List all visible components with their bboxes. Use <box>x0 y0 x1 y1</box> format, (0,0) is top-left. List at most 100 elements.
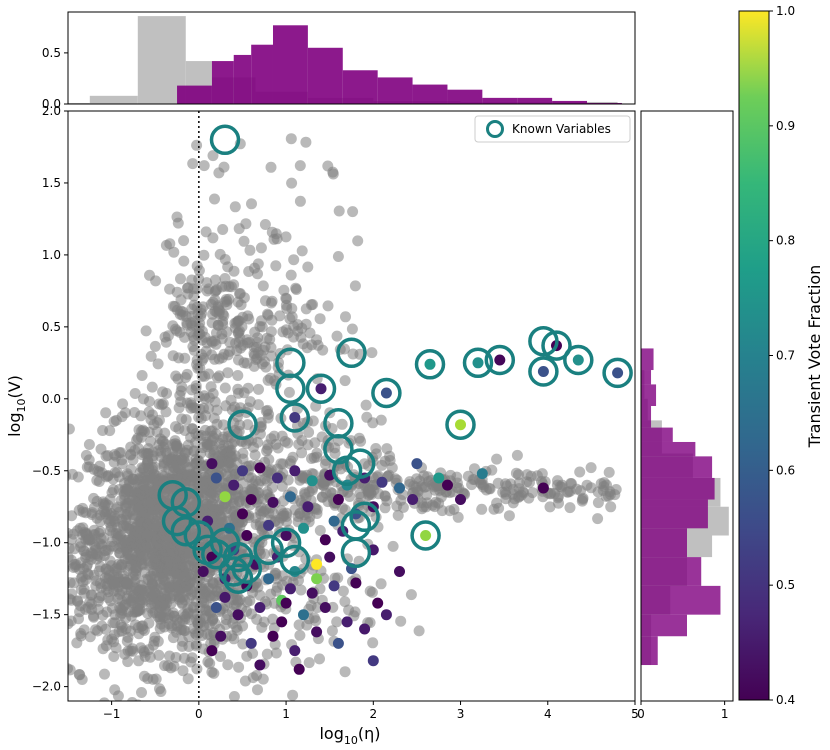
cloud-point <box>332 251 344 262</box>
x-tick-label: −1 <box>103 707 121 721</box>
cloud-point <box>208 667 220 679</box>
cloud-point <box>215 651 226 662</box>
candidate-point <box>319 534 331 546</box>
cloud-point <box>209 274 221 286</box>
cloud-point <box>178 255 190 267</box>
cloud-point <box>288 331 299 343</box>
cloud-point <box>366 347 378 359</box>
cloud-point <box>142 496 154 508</box>
cloud-point <box>191 139 203 151</box>
candidate-point <box>367 655 379 667</box>
known-variable-ring <box>528 325 559 357</box>
candidate-point <box>232 609 244 621</box>
cloud-point <box>238 357 250 369</box>
cloud-point <box>116 625 128 637</box>
cloud-point <box>314 653 325 665</box>
cloud-point <box>255 502 267 514</box>
cloud-point <box>391 500 403 512</box>
cloud-point <box>556 479 568 491</box>
cloud-point <box>564 502 576 514</box>
cloud-point <box>140 325 152 337</box>
candidate-point <box>372 597 384 609</box>
top-hist-y-tick-label: 0.5 <box>42 46 61 60</box>
legend-ring-icon <box>486 120 504 138</box>
known-variable-rings <box>157 124 633 594</box>
x-axis-title: log10(η) <box>319 724 380 747</box>
cloud-point <box>252 684 263 696</box>
cloud-point <box>244 595 256 607</box>
right-histogram-frame <box>640 110 734 702</box>
cloud-point <box>100 407 112 419</box>
cloud-point <box>83 461 95 473</box>
cloud-point <box>392 509 404 521</box>
cloud-point <box>211 306 223 318</box>
cloud-point <box>4 649 15 660</box>
cloud-point <box>207 232 219 244</box>
cloud-point <box>220 280 232 292</box>
known-variable-ring <box>222 563 254 594</box>
cloud-point <box>29 573 40 584</box>
cloud-point <box>297 338 309 350</box>
known-variable-ring <box>201 538 232 570</box>
candidate-point <box>319 602 331 613</box>
cloud-point <box>198 592 210 604</box>
cloud-point <box>167 350 179 362</box>
candidate-point <box>324 551 336 563</box>
candidate-point <box>289 645 301 657</box>
cloud-point <box>122 716 133 727</box>
cloud-point <box>255 242 267 254</box>
cloud-point <box>257 673 269 685</box>
cloud-point <box>105 515 117 527</box>
cloud-point <box>83 439 95 450</box>
cloud-point <box>80 528 92 540</box>
main-scatter-plot: −1 0 1 2 3 4 5 −2.0 −1.5 −1.0 −0.5 0.0 0.5 1.0 1.5 2.0… <box>4 104 639 747</box>
known-variable-ring <box>371 377 402 409</box>
cloud-point <box>143 406 155 418</box>
cloud-point <box>480 484 492 496</box>
cloud-point <box>97 609 109 621</box>
candidate-point <box>206 458 218 470</box>
cloud-point <box>336 418 348 430</box>
cloud-point <box>197 301 209 313</box>
cloud-point <box>331 330 343 342</box>
cloud-point <box>206 430 218 442</box>
cloud-point <box>108 456 120 468</box>
colorbar-tick-label: 0.8 <box>776 234 795 248</box>
cloud-point <box>284 313 296 325</box>
candidate-point <box>380 609 392 621</box>
cloud-point <box>149 340 161 352</box>
cloud-point <box>15 521 26 532</box>
cloud-point <box>191 663 203 675</box>
top-hist-y-tick-label: 0.0 <box>42 97 61 111</box>
cloud-point <box>170 370 182 382</box>
cloud-point <box>138 479 149 491</box>
right-hist-bar-candidate <box>641 499 708 529</box>
cloud-point <box>49 517 60 528</box>
cloud-point <box>296 447 308 459</box>
candidate-point <box>537 482 549 494</box>
x-tick-label: 3 <box>457 707 465 721</box>
colorbar-tick-label: 0.5 <box>776 578 795 592</box>
cloud-point <box>309 437 321 449</box>
cloud-point <box>237 638 249 650</box>
cloud-point <box>96 540 108 552</box>
candidate-point <box>241 530 253 541</box>
known-variable-ring <box>270 527 302 558</box>
top-histogram: 0.0 0.5 <box>42 11 636 111</box>
cloud-point <box>228 265 240 277</box>
candidate-point <box>572 354 584 366</box>
known-variable-ring <box>227 409 258 440</box>
cloud-point <box>213 450 225 462</box>
cloud-point <box>381 443 393 455</box>
y-tick-label: −1.0 <box>32 536 61 550</box>
cloud-point <box>178 235 190 247</box>
cloud-point <box>260 295 271 307</box>
candidate-point <box>350 577 362 589</box>
candidate-point <box>311 558 323 570</box>
cloud-point <box>232 296 244 308</box>
cloud-point <box>265 350 277 362</box>
cloud-point <box>80 449 92 461</box>
cloud-point <box>144 269 155 281</box>
